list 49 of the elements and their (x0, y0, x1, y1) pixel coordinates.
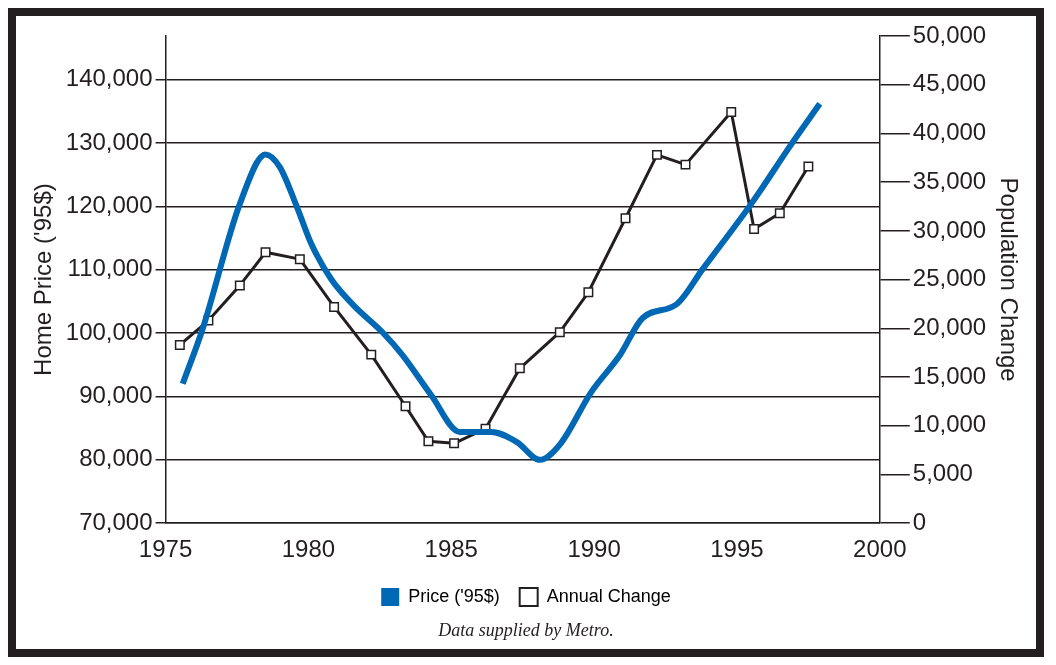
y-tick-label: 80,000 (79, 444, 153, 472)
point (423, 436, 434, 447)
y2-tick-label: 5,000 (912, 459, 973, 487)
y-tick-label: 70,000 (79, 507, 153, 535)
point (680, 159, 691, 170)
y-axis-title: Home Price ('95$) (29, 183, 57, 376)
y-tick-label: 100,000 (65, 317, 153, 345)
x-tick-label: 1975 (138, 535, 193, 563)
point (449, 438, 460, 449)
y2-axis-title: Population Change (995, 177, 1023, 382)
y2-tick-label: 15,000 (912, 361, 987, 389)
point (726, 107, 737, 117)
y-tick-label: 90,000 (79, 381, 153, 409)
text: Data supplied by Metro. (437, 619, 615, 642)
y2-tick-label: 30,000 (912, 215, 987, 243)
point (620, 213, 631, 224)
point (234, 280, 245, 291)
point (583, 287, 594, 298)
legend-label: Annual Change (546, 585, 671, 606)
y2-tick-label: 10,000 (912, 410, 987, 438)
y2-tick-label: 0 (912, 507, 927, 535)
point (329, 301, 340, 312)
point (749, 223, 760, 234)
point (514, 363, 525, 374)
y2-tick-label: 45,000 (912, 69, 987, 97)
point (651, 149, 662, 160)
y2-tick-label: 35,000 (912, 166, 987, 194)
point (774, 208, 785, 219)
y2-tick-label: 50,000 (912, 20, 987, 48)
y2-tick-label: 40,000 (912, 118, 987, 146)
x-tick-label: 1980 (281, 535, 336, 563)
point (400, 401, 411, 412)
point (174, 339, 185, 350)
y2-tick-label: 25,000 (912, 264, 987, 292)
point (366, 349, 377, 360)
y-tick-label: 110,000 (67, 254, 153, 282)
y-tick-label: 130,000 (65, 127, 153, 155)
x-tick-label: 1985 (424, 535, 478, 563)
point (803, 161, 814, 172)
x-tick-label: 1995 (710, 535, 764, 563)
y-tick-label: 120,000 (65, 191, 153, 219)
x-tick-label: 1990 (567, 535, 621, 563)
point (294, 254, 305, 265)
y-tick-label: 140,000 (65, 64, 153, 92)
legend-label: Price ('95$) (408, 585, 500, 606)
y2-tick-label: 20,000 (912, 312, 987, 340)
point (554, 327, 565, 338)
x-tick-label: 2000 (853, 535, 907, 563)
point (260, 247, 271, 258)
